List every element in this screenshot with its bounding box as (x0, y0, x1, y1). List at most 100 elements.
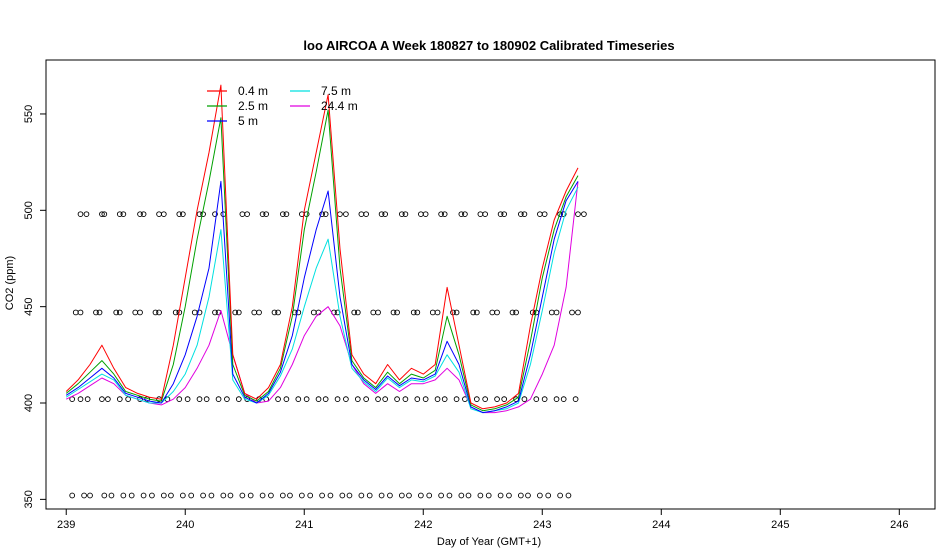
calibration-marker (402, 396, 409, 403)
calibration-marker (275, 396, 281, 403)
y-tick-label: 400 (23, 394, 35, 412)
calibration-marker (184, 396, 191, 403)
calibration-marker (375, 396, 381, 403)
calibration-marker (101, 492, 108, 499)
calibration-marker (346, 492, 353, 499)
calibration-marker (509, 309, 516, 316)
calibration-marker (212, 309, 218, 316)
series-line (65, 186, 579, 414)
calibration-marker (545, 492, 552, 499)
calibration-marker (232, 309, 239, 316)
calibration-marker (128, 492, 135, 499)
calibration-marker (303, 396, 310, 403)
calibration-marker (473, 396, 480, 403)
calibration-marker (319, 492, 325, 499)
legend-label: 2.5 m (238, 99, 268, 113)
calibration-marker (418, 492, 424, 499)
calibration-marker (497, 492, 504, 499)
calibration-markers-layer (69, 211, 587, 499)
calibration-marker (113, 309, 120, 316)
calibration-marker (557, 492, 563, 499)
x-tick-label: 243 (533, 519, 551, 531)
calibration-marker (81, 492, 87, 499)
calibration-marker (283, 396, 290, 403)
calibration-marker (156, 309, 162, 316)
calibration-marker (406, 492, 412, 499)
y-axis: 350 400 450 500 550 (23, 105, 46, 509)
calibration-marker (434, 396, 441, 403)
y-tick-label: 500 (23, 201, 35, 219)
calibration-marker (77, 309, 84, 316)
calibration-marker (99, 211, 105, 218)
calibration-marker (458, 492, 465, 499)
calibration-marker (235, 396, 242, 403)
series-line (65, 180, 579, 414)
calibration-marker (363, 396, 369, 403)
calibration-marker (477, 211, 484, 218)
calibration-marker (382, 396, 389, 403)
x-tick-label: 241 (295, 519, 313, 531)
calibration-marker (453, 309, 460, 316)
x-tick-label: 246 (890, 519, 908, 531)
calibration-marker (176, 211, 183, 218)
calibration-marker (339, 492, 346, 499)
calibration-marker (132, 309, 139, 316)
calibration-marker (108, 492, 115, 499)
calibration-marker (438, 492, 444, 499)
calibration-marker (259, 211, 266, 218)
calibration-marker (140, 492, 147, 499)
calibration-marker (422, 396, 429, 403)
calibration-marker (465, 492, 472, 499)
calibration-marker (418, 211, 424, 218)
calibration-marker (581, 211, 587, 218)
calibration-marker (101, 211, 108, 218)
calibration-marker (358, 211, 365, 218)
x-tick-label: 239 (57, 519, 75, 531)
calibration-marker (575, 309, 581, 316)
calibration-marker (560, 396, 567, 403)
calibration-marker (548, 309, 555, 316)
calibration-marker (434, 309, 441, 316)
calibration-marker (196, 396, 203, 403)
calibration-marker (224, 396, 230, 403)
calibration-marker (560, 211, 567, 218)
calibration-marker (565, 492, 572, 499)
x-axis-label: Day of Year (GMT+1) (437, 536, 541, 548)
calibration-marker (553, 396, 560, 403)
calibration-marker (279, 492, 286, 499)
calibration-marker (521, 211, 528, 218)
calibration-marker (180, 492, 186, 499)
calibration-marker (537, 211, 543, 218)
y-tick-label: 350 (23, 490, 35, 508)
calibration-marker (287, 492, 293, 499)
calibration-marker (327, 492, 334, 499)
calibration-marker (513, 309, 519, 316)
calibration-marker (410, 309, 417, 316)
calibration-marker (354, 396, 361, 403)
calibration-marker (99, 396, 105, 403)
calibration-marker (156, 211, 162, 218)
calibration-marker (239, 211, 246, 218)
calibration-marker (168, 492, 174, 499)
calibration-marker (429, 309, 436, 316)
calibration-marker (358, 492, 365, 499)
calibration-marker (541, 211, 548, 218)
calibration-marker (208, 492, 215, 499)
y-tick-label: 550 (23, 105, 35, 123)
calibration-marker (441, 396, 448, 403)
calibration-marker (235, 309, 242, 316)
calibration-marker (422, 211, 429, 218)
calibration-marker (363, 211, 369, 218)
calibration-marker (569, 309, 575, 316)
y-tick-label: 450 (23, 297, 35, 315)
calibration-marker (180, 211, 186, 218)
series-layer (65, 84, 579, 414)
y-axis-label: CO2 (ppm) (4, 256, 16, 310)
calibration-marker (482, 211, 488, 218)
calibration-marker (453, 396, 460, 403)
calibration-marker (239, 492, 246, 499)
calibration-marker (322, 396, 329, 403)
calibration-marker (387, 492, 393, 499)
calibration-marker (220, 492, 227, 499)
calibration-marker (477, 492, 484, 499)
